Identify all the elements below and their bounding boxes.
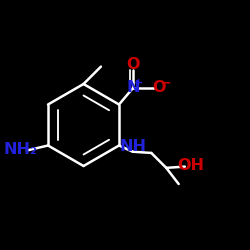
Text: N: N xyxy=(127,80,140,95)
Text: O: O xyxy=(152,80,166,95)
Text: OH: OH xyxy=(177,158,204,173)
Text: NH₂: NH₂ xyxy=(4,142,38,157)
Text: NH: NH xyxy=(120,139,147,154)
Text: +: + xyxy=(134,78,143,88)
Text: O: O xyxy=(126,57,140,72)
Text: −: − xyxy=(160,77,171,90)
